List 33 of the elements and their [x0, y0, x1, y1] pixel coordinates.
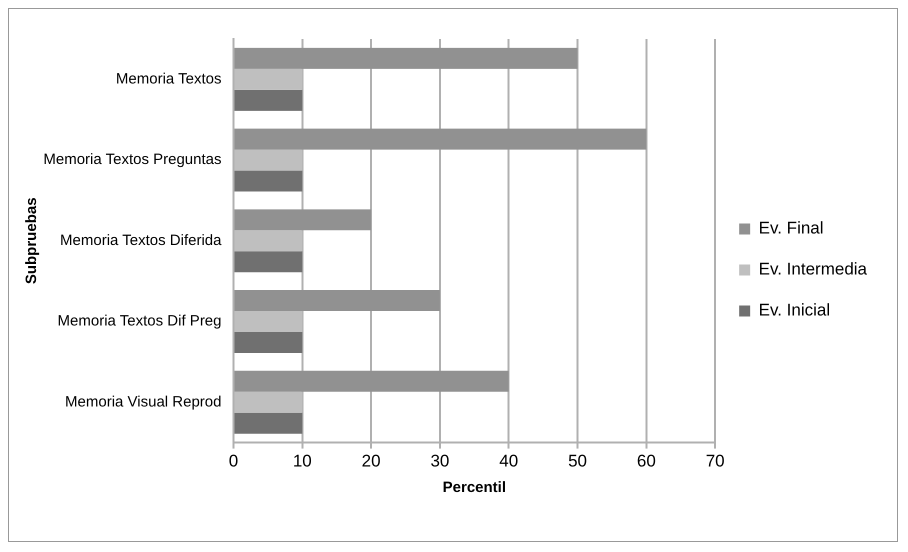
x-tick-label: 40: [499, 451, 518, 470]
x-axis-title: Percentil: [442, 479, 506, 496]
bar: [234, 150, 302, 171]
legend-label: Ev. Inicial: [758, 300, 830, 320]
bar: [234, 128, 646, 150]
y-tick-label: Memoria Textos Dif Preg: [58, 312, 222, 330]
bar: [234, 412, 302, 434]
bar: [234, 48, 578, 69]
bar: [234, 311, 302, 332]
x-tick-label: 70: [706, 451, 725, 470]
bar: [234, 370, 509, 392]
y-tick-label: Memoria Textos: [116, 70, 222, 88]
bar: [234, 209, 372, 230]
bar: [234, 170, 302, 192]
y-tick-label: Memoria Textos Diferida: [60, 232, 222, 249]
bar: [234, 251, 302, 272]
x-tick-label: 10: [292, 451, 312, 470]
bar: [234, 290, 440, 312]
bar: [234, 90, 302, 111]
bar: [234, 68, 302, 90]
legend-label: Ev. Intermedia: [758, 260, 868, 279]
x-tick-label: 60: [636, 451, 656, 470]
x-tick-label: 30: [430, 451, 450, 470]
legend-label: Ev. Final: [758, 218, 824, 238]
x-tick-label: 20: [362, 451, 381, 470]
bar: [234, 230, 302, 252]
bar: [234, 392, 302, 413]
y-tick-label: Memoria Visual Reprod: [65, 393, 222, 410]
bar: [234, 332, 302, 353]
y-tick-label: Memoria Textos Preguntas: [43, 151, 222, 168]
x-tick-label: 0: [228, 451, 238, 470]
y-axis-title: Subpruebas: [23, 197, 40, 284]
x-tick-label: 50: [568, 451, 588, 470]
